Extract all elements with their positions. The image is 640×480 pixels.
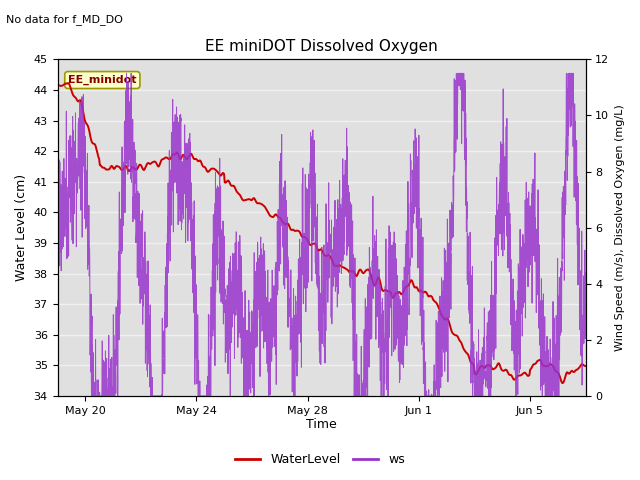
Y-axis label: Water Level (cm): Water Level (cm) xyxy=(15,174,28,281)
Text: No data for f_MD_DO: No data for f_MD_DO xyxy=(6,14,124,25)
Y-axis label: Wind Speed (m/s), Dissolved Oxygen (mg/L): Wind Speed (m/s), Dissolved Oxygen (mg/L… xyxy=(615,104,625,351)
Legend: WaterLevel, ws: WaterLevel, ws xyxy=(230,448,410,471)
X-axis label: Time: Time xyxy=(306,419,337,432)
Text: EE_minidot: EE_minidot xyxy=(68,75,136,85)
Title: EE miniDOT Dissolved Oxygen: EE miniDOT Dissolved Oxygen xyxy=(205,39,438,54)
